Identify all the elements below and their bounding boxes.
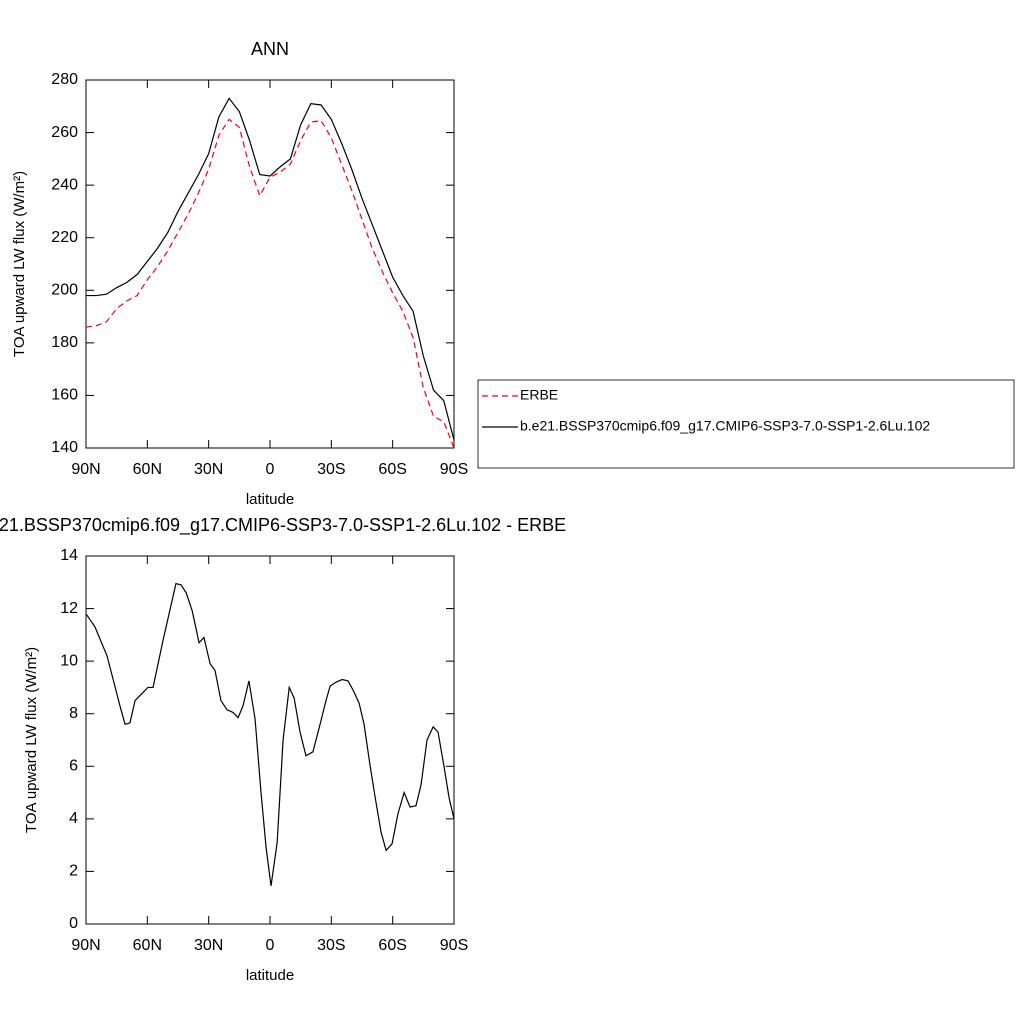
series-line	[86, 97, 455, 441]
chart-title: ANN	[251, 39, 289, 59]
legend-label: ERBE	[520, 387, 558, 403]
y-tick-label: 4	[69, 810, 78, 827]
y-tick-label: 10	[60, 652, 78, 669]
legend-label: b.e21.BSSP370cmip6.f09_g17.CMIP6-SSP3-7.…	[520, 418, 930, 434]
x-tick-label: 60S	[378, 461, 406, 478]
x-tick-label: 30S	[317, 937, 345, 954]
x-tick-label: 30S	[317, 461, 345, 478]
y-axis-label: TOA upward LW flux (W/m²)	[23, 647, 40, 833]
y-tick-label: 260	[51, 124, 78, 141]
data-line	[85, 582, 455, 886]
y-tick-label: 160	[51, 387, 78, 404]
chart-title: b.e21.BSSP370cmip6.f09_g17.CMIP6-SSP3-7.…	[0, 515, 566, 536]
series-line	[85, 118, 455, 449]
x-tick-label: 60S	[378, 937, 406, 954]
y-tick-label: 140	[51, 439, 78, 456]
y-tick-label: 180	[51, 334, 78, 351]
x-tick-label: 30N	[194, 937, 223, 954]
x-axis-label: latitude	[246, 967, 294, 984]
x-tick-label: 90S	[440, 461, 468, 478]
plot-frame	[85, 555, 455, 925]
y-tick-label: 280	[51, 71, 78, 88]
x-tick-label: 0	[266, 461, 275, 478]
x-tick-label: 90S	[440, 937, 468, 954]
y-tick-label: 14	[60, 547, 78, 564]
x-tick-label: 30N	[194, 461, 223, 478]
y-axis-label: TOA upward LW flux (W/m²)	[11, 171, 28, 357]
x-tick-label: 60N	[133, 937, 162, 954]
x-tick-label: 0	[266, 937, 275, 954]
y-tick-label: 200	[51, 282, 78, 299]
legend-box	[477, 379, 1015, 469]
y-tick-label: 240	[51, 176, 78, 193]
y-tick-label: 0	[69, 915, 78, 932]
y-tick-label: 2	[69, 863, 78, 880]
x-axis-label: latitude	[246, 491, 294, 508]
y-tick-label: 220	[51, 229, 78, 246]
y-tick-label: 12	[60, 600, 78, 617]
x-tick-label: 90N	[71, 937, 100, 954]
y-tick-label: 8	[69, 705, 78, 722]
x-tick-label: 90N	[71, 461, 100, 478]
plot-frame	[85, 79, 455, 449]
y-tick-label: 6	[69, 758, 78, 775]
x-tick-label: 60N	[133, 461, 162, 478]
